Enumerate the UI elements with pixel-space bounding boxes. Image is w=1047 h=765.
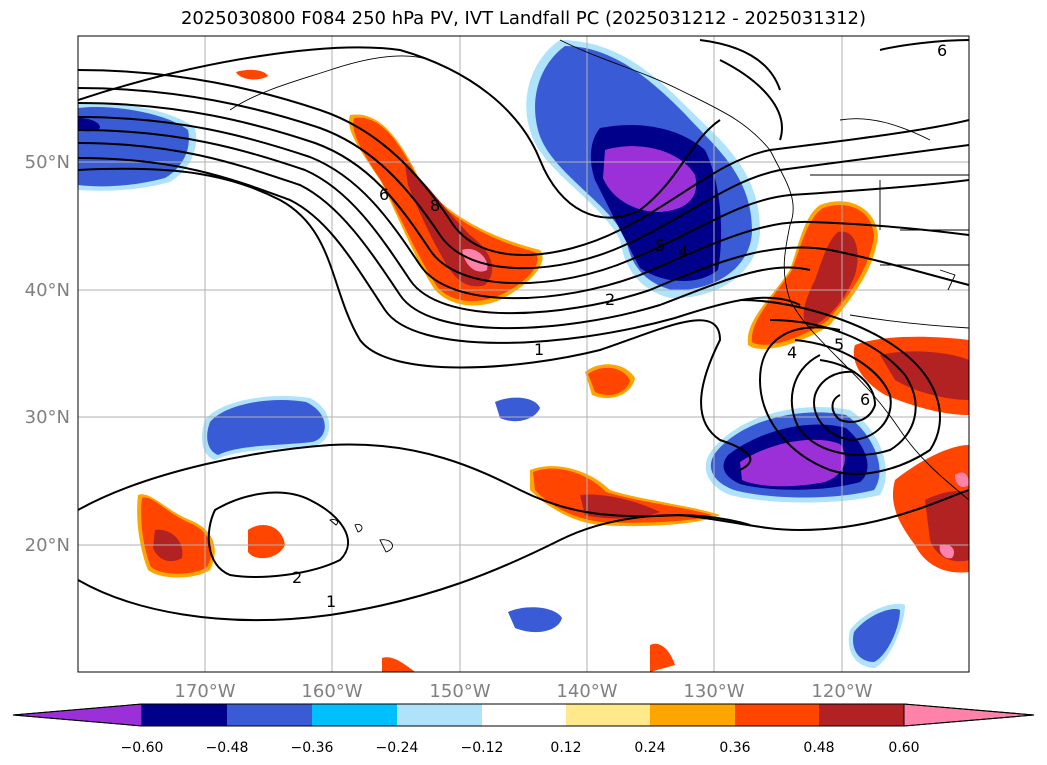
contour-label: 6 [860,390,870,409]
colorbar-right-extension [903,703,1035,727]
contour-label: 1 [534,340,544,359]
contour-label: 6 [379,185,389,204]
map-frame [77,35,970,673]
colorbar-segment [566,704,650,726]
colorbar-tick: 0.48 [803,740,834,756]
contour-label: 1 [326,592,336,611]
colorbar-segment [735,704,819,726]
colorbar-segment [482,704,566,726]
colorbar-tick: −0.12 [461,740,504,756]
contour-label: 4 [678,242,688,261]
lon-label: 170°W [174,681,235,702]
colorbar-tick: 0.36 [719,740,750,756]
colorbar-left-extension [12,703,143,727]
colorbar-tick: 0.60 [888,740,919,756]
colorbar: −0.60 −0.48 −0.36 −0.24 −0.12 0.12 0.24 … [12,703,1035,756]
colorbar-segment [312,704,397,726]
lon-label: 160°W [301,681,362,702]
colorbar-tick: −0.36 [291,740,334,756]
negative-pv-regions [78,40,905,668]
map-panel [78,36,969,672]
contour-label: 5 [655,236,665,255]
colorbar-tick: −0.48 [206,740,249,756]
colorbar-tick: 0.24 [634,740,665,756]
lat-label: 30°N [25,407,70,428]
colorbar-segment [397,704,482,726]
lat-label: 50°N [25,152,70,173]
colorbar-tick: 0.12 [550,740,581,756]
latitude-labels: 50°N 40°N 30°N 20°N [25,152,70,556]
positive-pv-regions [137,69,969,672]
contour-label: 5 [834,335,844,354]
longitude-labels: 170°W 160°W 150°W 140°W 130°W 120°W [174,681,872,702]
colorbar-tick: −0.24 [376,740,419,756]
colorbar-tick: −0.60 [121,740,164,756]
contour-label: 4 [787,343,797,362]
colorbar-segment [650,704,735,726]
map-title: 2025030800 F084 250 hPa PV, IVT Landfall… [180,8,867,29]
lon-label: 130°W [683,681,744,702]
lat-label: 20°N [25,535,70,556]
contour-label: 8 [430,196,440,215]
contour-label: 2 [605,290,615,309]
contour-labels: 6 8 5 4 2 1 4 5 6 2 1 6 [292,41,947,611]
colorbar-segment [142,704,227,726]
colorbar-segment [227,704,312,726]
pv-contours [78,39,969,622]
contour-label: 6 [937,41,947,60]
lat-label: 40°N [25,280,70,301]
contour-label: 2 [292,568,302,587]
lon-label: 120°W [811,681,872,702]
colorbar-segment [819,704,904,726]
lon-label: 140°W [556,681,617,702]
lon-label: 150°W [429,681,490,702]
